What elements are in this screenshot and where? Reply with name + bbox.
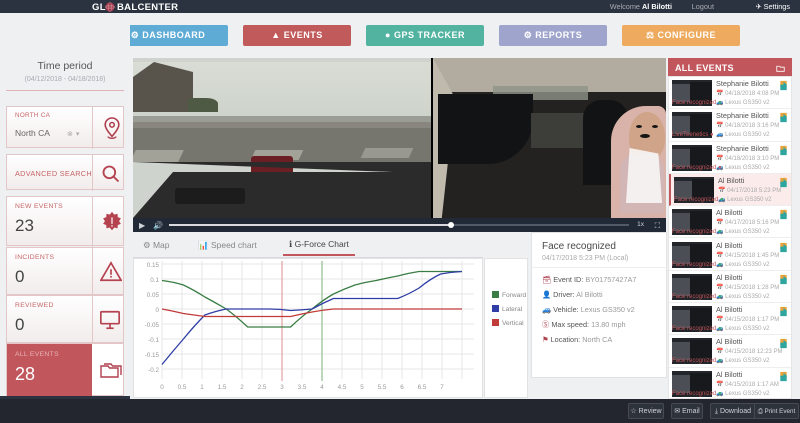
svg-text:-0.15: -0.15 [145,352,160,359]
svg-text:1: 1 [200,384,204,391]
svg-text:0.1: 0.1 [150,277,159,284]
svg-text:-0.05: -0.05 [145,322,160,329]
svg-text:4.5: 4.5 [338,384,347,391]
svg-text:0.05: 0.05 [147,292,160,299]
svg-text:5.5: 5.5 [378,384,387,391]
svg-text:3: 3 [280,384,284,391]
svg-text:0.15: 0.15 [147,262,160,269]
svg-text:0: 0 [160,384,164,391]
svg-text:7: 7 [440,384,444,391]
svg-text:5: 5 [360,384,364,391]
svg-text:6.5: 6.5 [418,384,427,391]
svg-text:2: 2 [240,384,244,391]
svg-text:0.5: 0.5 [178,384,187,391]
svg-text:3.5: 3.5 [298,384,307,391]
svg-text:-0.1: -0.1 [148,337,159,344]
svg-text:6: 6 [400,384,404,391]
svg-text:0: 0 [155,307,159,314]
svg-text:-0.2: -0.2 [148,367,159,374]
svg-text:1.5: 1.5 [218,384,227,391]
svg-text:4: 4 [320,384,324,391]
svg-text:2.5: 2.5 [258,384,267,391]
